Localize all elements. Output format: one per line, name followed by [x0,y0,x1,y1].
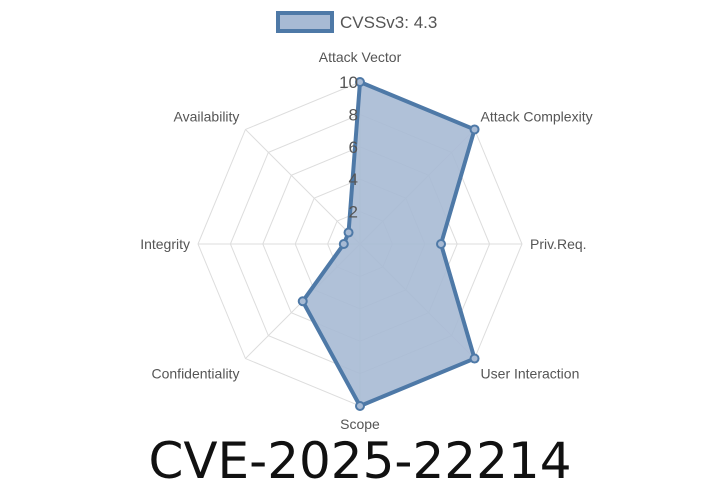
data-point [436,239,446,249]
axis-label: Availability [174,108,240,124]
data-point [469,353,480,364]
r-tick-label: 4 [349,170,358,189]
data-point [355,401,365,411]
chart-title: CVE-2025-22214 [148,432,572,490]
r-tick-label: 10 [339,73,358,92]
legend-label: CVSSv3: 4.3 [340,13,437,32]
data-point [343,227,354,238]
data-point [469,124,480,135]
axis-label: Attack Complexity [481,108,593,124]
axis-label: Attack Vector [319,49,402,65]
grid-spoke [245,129,361,245]
axis-label: Confidentiality [152,366,240,382]
axis-label: User Interaction [481,366,580,382]
axis-label: Priv.Req. [530,236,587,252]
data-point [297,296,308,307]
r-tick-label: 8 [349,105,358,124]
r-tick-label: 6 [349,138,358,157]
axis-label: Integrity [140,236,190,252]
data-point [355,77,365,87]
axis-label: Scope [340,416,380,432]
data-point [338,239,349,249]
legend-swatch [276,11,334,33]
r-tick-label: 2 [349,203,358,222]
